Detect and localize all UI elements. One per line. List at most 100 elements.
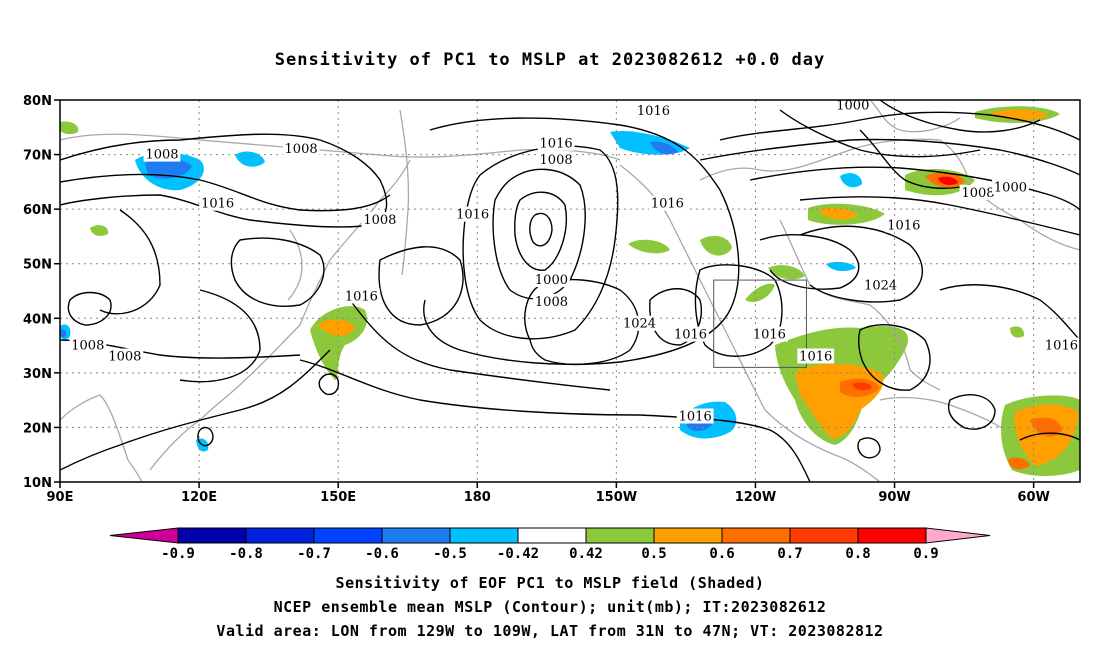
contour-label-bg (537, 135, 575, 151)
contour-label-bg (992, 179, 1029, 195)
colorbar-label: -0.6 (365, 546, 399, 562)
mslp-contours (60, 100, 1080, 482)
contour-label: 1016 (679, 410, 712, 425)
contour-label-bg (143, 146, 181, 162)
colorbar-label: 0.42 (569, 546, 603, 562)
contour-label: 1008 (535, 295, 568, 310)
colorbar-label: 0.7 (777, 546, 802, 562)
colorbar-segment (177, 527, 247, 544)
colorbar-segment (857, 527, 927, 544)
contour-label-bg (672, 326, 709, 342)
negative-shade (60, 329, 67, 338)
negative-shade (610, 130, 690, 155)
lat-tick-label: 20N (23, 421, 52, 436)
contour-label: 1008 (540, 153, 573, 168)
colorbar: -0.9 -0.8 -0.7 -0.6 -0.5 -0.42 0.42 0.5 0.6 0.7 0.… (109, 527, 991, 562)
lat-tick-label: 70N (23, 149, 52, 164)
contour-label-bg (106, 348, 144, 364)
colorbar-label: 0.6 (709, 546, 734, 562)
positive-shade (768, 265, 805, 280)
lon-tick-label: 150E (320, 490, 356, 505)
contour-label-bg (635, 102, 672, 118)
contour-label: 1008 (108, 349, 141, 364)
colorbar-label: -0.7 (297, 546, 331, 562)
contour-label: 1016 (651, 197, 684, 212)
contour-label-bg (361, 212, 399, 228)
lat-tick-label: 80N (23, 94, 52, 109)
contour-label: 1000 (994, 180, 1027, 195)
lon-tick-label: 60W (1017, 490, 1049, 505)
contour-label: 1000 (836, 98, 869, 113)
contour-label: 1016 (201, 197, 234, 212)
colorbar-segment (449, 527, 519, 544)
contour-label: 1008 (961, 186, 994, 201)
contour-label-bg (533, 293, 570, 309)
negative-shade (826, 261, 856, 272)
positive-shade (938, 176, 958, 186)
negative-shade (145, 158, 192, 179)
contour-label: 1000 (535, 273, 568, 288)
lat-tick-label: 60N (23, 203, 52, 218)
negative-shade (840, 173, 862, 188)
figure-title: Sensitivity of PC1 to MSLP at 2023082612… (274, 50, 826, 70)
contour-label: 1008 (285, 142, 318, 157)
contour-label: 1016 (753, 328, 786, 343)
positive-shade (60, 121, 79, 135)
contour-label: 1016 (799, 349, 832, 364)
contour-label: 1016 (345, 289, 378, 304)
contour-label: 1016 (456, 208, 489, 223)
colorbar-low-end (109, 527, 179, 544)
contour-label-bg (750, 326, 788, 342)
positive-shade (90, 225, 109, 236)
lat-tick-label: 50N (23, 258, 52, 273)
contour-label-bg (648, 195, 686, 211)
colorbar-segment (789, 527, 859, 544)
lat-tick-label: 30N (23, 367, 52, 382)
contour-label: 1016 (637, 104, 670, 119)
colorbar-high-end (925, 527, 991, 544)
contour-label-bg (676, 408, 714, 424)
contour-label-bg (1043, 337, 1080, 353)
contour-label-bg (454, 206, 492, 222)
contour-label-bg (342, 288, 380, 304)
colorbar-segment (381, 527, 451, 544)
contour-label-bg (282, 141, 320, 157)
contour-label: 1008 (71, 339, 104, 354)
lon-tick-label: 150W (596, 490, 637, 505)
negative-shade (650, 141, 678, 155)
colorbar-segment (517, 527, 587, 544)
positive-shade (700, 235, 732, 256)
colorbar-segment (245, 527, 315, 544)
colorbar-label: -0.5 (433, 546, 467, 562)
positive-shade (795, 363, 884, 438)
contour-label: 1016 (540, 137, 573, 152)
lon-tick-label: 180 (464, 490, 491, 505)
positive-shade (852, 382, 872, 391)
contour-label-bg (834, 97, 872, 113)
colorbar-label: 0.8 (845, 546, 870, 562)
colorbar-segment (313, 527, 383, 544)
positive-shade (745, 283, 775, 303)
contour-label: 1016 (674, 328, 707, 343)
colorbar-segment (721, 527, 791, 544)
caption-line-1: Sensitivity of EOF PC1 to MSLP field (Sh… (335, 574, 765, 592)
contour-label: 1016 (1045, 339, 1078, 354)
contour-label-bg (797, 348, 835, 364)
positive-shade (818, 208, 858, 220)
positive-shade (1010, 326, 1025, 338)
positive-shade (318, 319, 355, 336)
colorbar-label: 0.5 (641, 546, 666, 562)
colorbar-segment (653, 527, 723, 544)
contour-label: 1016 (887, 219, 920, 234)
contour-label: 1008 (145, 148, 178, 163)
positive-shade (1008, 457, 1030, 470)
lat-tick-label: 40N (23, 312, 52, 327)
contour-label-bg (862, 277, 900, 293)
lon-tick-label: 90W (878, 490, 910, 505)
contour-label-bg (621, 315, 658, 331)
contour-label-bg (199, 195, 237, 211)
contour-label-bg (885, 217, 923, 233)
